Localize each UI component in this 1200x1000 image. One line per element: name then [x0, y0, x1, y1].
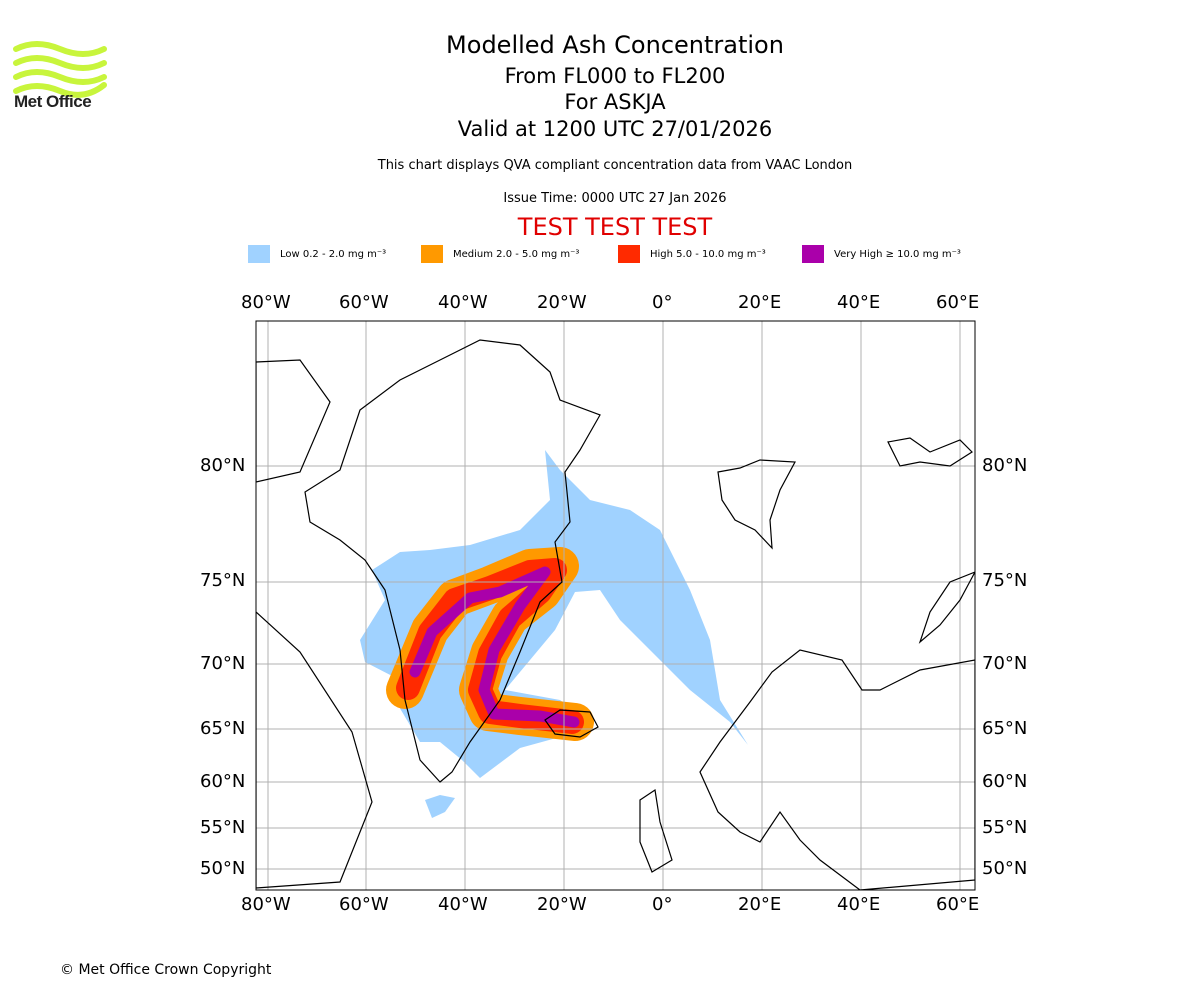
legend-label: Very High ≥ 10.0 mg m⁻³ [834, 248, 961, 260]
lon-tick: 0° [652, 292, 673, 313]
legend-label: Medium 2.0 - 5.0 mg m⁻³ [453, 248, 580, 260]
canada-north [256, 359, 331, 483]
lat-tick: 60°N [982, 771, 1028, 792]
lat-tick: 55°N [982, 817, 1028, 838]
british-isles [639, 788, 673, 873]
lon-tick: 20°E [738, 292, 782, 313]
test-banner: TEST TEST TEST [517, 213, 713, 241]
lat-tick: 70°N [982, 653, 1028, 674]
lon-tick: 60°E [936, 292, 980, 313]
lon-tick: 40°W [438, 894, 488, 915]
ash-very-high-area [409, 566, 580, 728]
lat-tick: 80°N [200, 455, 246, 476]
lon-tick: 40°E [837, 292, 881, 313]
lon-tick: 60°E [936, 894, 980, 915]
svalbard [717, 459, 796, 550]
lat-tick: 70°N [200, 653, 246, 674]
legend-label: High 5.0 - 10.0 mg m⁻³ [650, 248, 766, 260]
lon-tick: 40°E [837, 894, 881, 915]
lon-tick: 60°W [339, 894, 389, 915]
volcano-name: For ASKJA [564, 90, 666, 114]
franz-josef-land [887, 437, 973, 467]
chart-title: Modelled Ash Concentration [446, 31, 784, 59]
lat-tick: 65°N [200, 718, 246, 739]
lon-tick: 80°W [241, 292, 291, 313]
coastlines [256, 339, 975, 890]
legend-swatch [618, 245, 640, 263]
lon-tick: 20°W [537, 292, 587, 313]
scandinavia [699, 649, 975, 890]
legend-swatch [421, 245, 443, 263]
legend-label: Low 0.2 - 2.0 mg m⁻³ [280, 248, 387, 260]
legend-high: High 5.0 - 10.0 mg m⁻³ [618, 244, 766, 264]
copyright: © Met Office Crown Copyright [60, 962, 272, 978]
lat-tick: 80°N [982, 455, 1028, 476]
lat-tick: 75°N [982, 570, 1028, 591]
novaya-zemlya [918, 571, 975, 644]
legend-medium: Medium 2.0 - 5.0 mg m⁻³ [421, 244, 579, 264]
valid-time: Valid at 1200 UTC 27/01/2026 [457, 117, 773, 141]
map-frame [255, 320, 976, 891]
lat-tick: 50°N [200, 858, 246, 879]
canada-east [256, 611, 373, 889]
lon-tick: 20°E [738, 894, 782, 915]
graticule [256, 321, 975, 890]
ash-low-area [360, 450, 748, 818]
legend-very-high: Very High ≥ 10.0 mg m⁻³ [802, 244, 961, 264]
legend-swatch [248, 245, 270, 263]
lat-tick: 60°N [200, 771, 246, 792]
flight-levels: From FL000 to FL200 [504, 64, 726, 88]
qva-note: This chart displays QVA compliant concen… [377, 158, 853, 173]
iceland [544, 709, 599, 738]
greenland [304, 339, 601, 783]
met-office-logo [13, 41, 107, 98]
lon-tick: 40°W [438, 292, 488, 313]
lat-tick: 65°N [982, 718, 1028, 739]
lat-tick: 75°N [200, 570, 246, 591]
lat-tick: 55°N [200, 817, 246, 838]
lat-tick: 50°N [982, 858, 1028, 879]
legend-low: Low 0.2 - 2.0 mg m⁻³ [248, 244, 386, 264]
issue-time: Issue Time: 0000 UTC 27 Jan 2026 [503, 191, 727, 206]
lon-tick: 20°W [537, 894, 587, 915]
logo-text: Met Office [14, 92, 92, 111]
lon-tick: 80°W [241, 894, 291, 915]
lon-tick: 60°W [339, 292, 389, 313]
lon-tick: 0° [652, 894, 673, 915]
legend-swatch [802, 245, 824, 263]
